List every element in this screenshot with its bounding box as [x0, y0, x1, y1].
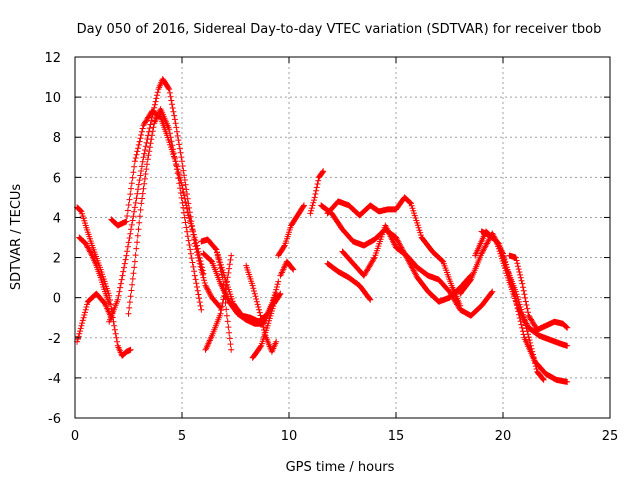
point-markers	[324, 260, 374, 303]
x-tick-label: 10	[281, 429, 298, 444]
x-tick-label: 0	[71, 429, 79, 444]
series-track-k	[243, 262, 280, 355]
series-track-e	[108, 108, 207, 277]
series-track-s	[324, 260, 374, 303]
series-track-i	[202, 252, 235, 353]
series-track-f	[125, 106, 205, 317]
series-track-q	[324, 194, 464, 309]
series-track-r	[339, 222, 496, 319]
chart-title: Day 050 of 2016, Sidereal Day-to-day VTE…	[77, 22, 602, 37]
point-markers	[506, 252, 571, 333]
series-track-h	[200, 250, 282, 327]
x-tick-label: 5	[178, 429, 186, 444]
y-tick-label: -2	[48, 332, 61, 347]
series-track-v	[478, 228, 547, 383]
point-markers	[74, 204, 134, 359]
y-tick-label: 10	[44, 91, 61, 106]
plot-frame	[74, 56, 611, 419]
series-track-o	[307, 168, 327, 217]
axis-ticks: 0 5 10 15 20 25 -6 -4 -2 0 2 4 6 8 10 12	[44, 51, 618, 444]
y-axis-label: SDTVAR / TECUs	[9, 184, 24, 291]
point-markers	[106, 76, 224, 325]
point-markers	[125, 106, 205, 317]
grid-lines	[75, 57, 610, 418]
x-tick-label: 20	[495, 429, 512, 444]
series-track-c	[76, 234, 113, 307]
y-tick-label: 6	[53, 171, 61, 186]
x-tick-label: 15	[388, 429, 405, 444]
point-markers	[324, 194, 464, 309]
point-markers	[275, 202, 307, 259]
point-markers	[213, 246, 235, 353]
point-markers	[76, 234, 113, 307]
y-tick-label: 2	[53, 252, 61, 267]
series-track-j	[213, 246, 235, 353]
series-track-n	[277, 258, 297, 279]
series-track-d	[106, 76, 224, 325]
y-tick-label: 4	[53, 211, 61, 226]
point-markers	[478, 228, 547, 383]
y-tick-label: -6	[48, 412, 61, 427]
point-markers	[339, 222, 496, 319]
point-markers	[108, 108, 207, 277]
series-track-b	[74, 290, 115, 345]
series-track-a	[74, 204, 134, 359]
point-markers	[243, 262, 280, 355]
y-tick-label: 8	[53, 131, 61, 146]
series-track-w	[506, 252, 571, 333]
point-markers	[200, 250, 282, 327]
point-markers	[74, 290, 115, 345]
series-track-m	[275, 202, 307, 259]
series-track-l	[249, 290, 284, 361]
y-tick-label: 12	[44, 51, 61, 66]
y-tick-label: -4	[48, 372, 61, 387]
x-axis-label: GPS time / hours	[286, 460, 395, 475]
point-markers	[249, 290, 284, 361]
data-points	[74, 76, 571, 385]
point-markers	[277, 258, 297, 279]
point-markers	[202, 252, 235, 353]
y-tick-label: 0	[53, 292, 61, 307]
point-markers	[307, 168, 327, 217]
x-tick-label: 25	[602, 429, 619, 444]
